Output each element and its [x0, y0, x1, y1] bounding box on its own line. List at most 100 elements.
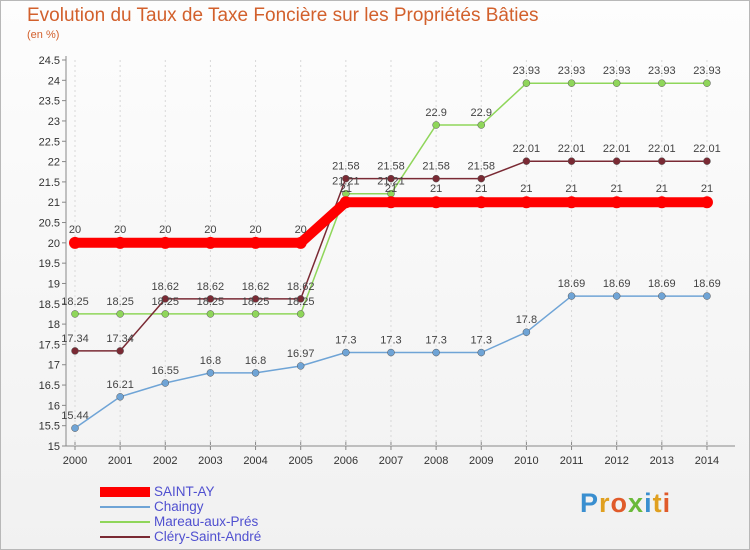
series-point-2 [612, 79, 621, 87]
y-tick-label: 15.5 [39, 421, 60, 433]
y-tick-label: 17 [48, 360, 60, 372]
x-tick-label: 2001 [108, 455, 132, 467]
series-point-1 [567, 292, 576, 300]
series-point-0 [565, 196, 578, 209]
series-point-0 [69, 236, 81, 249]
y-tick-label: 18 [48, 319, 60, 331]
y-tick-label: 15 [48, 441, 60, 453]
data-label-2: 18.25 [197, 296, 225, 308]
series-point-0 [430, 196, 443, 209]
y-tick-label: 19.5 [39, 258, 60, 270]
data-label-1: 17.3 [471, 335, 492, 347]
series-point-1 [116, 393, 124, 401]
data-label-0: 20 [204, 224, 216, 236]
y-tick-label: 23.5 [39, 96, 60, 108]
y-tick-label: 24.5 [39, 55, 60, 67]
data-label-0: 21 [430, 183, 442, 195]
data-label-1: 16.8 [245, 355, 266, 367]
x-tick-label: 2002 [153, 455, 177, 467]
logo-letter: t [652, 488, 663, 518]
data-label-2: 23.93 [603, 65, 631, 77]
series-point-1 [71, 424, 79, 432]
legend-label: Mareau-aux-Prés [154, 514, 259, 529]
data-label-3: 22.01 [603, 143, 631, 155]
data-label-2: 23.93 [513, 65, 541, 77]
y-tick-label: 19 [48, 278, 60, 290]
series-point-0 [700, 196, 713, 209]
data-label-2: 23.93 [693, 65, 721, 77]
proxiti-logo: Proxiti [580, 488, 671, 519]
data-label-3: 17.34 [61, 333, 89, 345]
series-point-0 [610, 196, 623, 209]
series-point-3 [612, 157, 621, 165]
data-label-2: 21.21 [332, 176, 360, 188]
data-label-2: 18.25 [106, 296, 134, 308]
y-tick-label: 18.5 [39, 299, 60, 311]
series-point-2 [296, 310, 305, 318]
series-point-1 [703, 292, 711, 300]
logo-letter: o [610, 488, 629, 518]
series-point-0 [204, 236, 217, 249]
series-point-0 [384, 196, 397, 209]
data-label-1: 15.44 [61, 410, 89, 422]
series-point-2 [703, 79, 711, 87]
series-point-1 [612, 292, 621, 300]
series-point-1 [251, 369, 260, 377]
data-label-3: 22.01 [558, 143, 586, 155]
series-point-2 [116, 310, 124, 318]
data-label-2: 23.93 [648, 65, 676, 77]
series-point-3 [658, 157, 666, 165]
data-label-1: 18.69 [558, 278, 586, 290]
data-label-0: 21 [565, 183, 577, 195]
series-point-3 [161, 295, 170, 303]
series-point-3 [342, 174, 350, 183]
series-point-2 [477, 121, 486, 129]
series-point-2 [522, 79, 531, 87]
series-point-0 [475, 196, 488, 209]
data-label-3: 17.34 [106, 333, 134, 345]
data-label-0: 20 [114, 224, 126, 236]
data-label-1: 18.69 [648, 278, 676, 290]
legend-swatch [100, 521, 150, 523]
series-point-0 [249, 236, 262, 249]
data-label-3: 18.62 [197, 281, 225, 293]
series-point-2 [567, 79, 576, 87]
data-label-1: 17.3 [425, 335, 446, 347]
x-tick-label: 2004 [243, 455, 267, 467]
y-tick-label: 20.5 [39, 218, 60, 230]
data-label-0: 21 [385, 183, 397, 195]
x-tick-label: 2012 [604, 455, 628, 467]
data-label-2: 18.25 [61, 296, 89, 308]
data-label-1: 17.8 [516, 314, 537, 326]
data-label-2: 21.21 [377, 176, 405, 188]
y-tick-label: 23 [48, 116, 60, 128]
data-label-1: 17.3 [380, 335, 401, 347]
series-point-3 [296, 295, 305, 303]
logo-letter: i [662, 488, 672, 518]
data-label-1: 17.3 [335, 335, 356, 347]
data-label-0: 21 [701, 183, 713, 195]
series-point-3 [432, 174, 440, 183]
data-label-3: 21.58 [332, 161, 360, 173]
data-label-1: 16.21 [106, 379, 134, 391]
y-tick-label: 21 [48, 197, 60, 209]
data-label-1: 16.97 [287, 348, 315, 360]
series-point-3 [522, 157, 531, 165]
series-point-1 [161, 379, 170, 387]
x-tick-label: 2005 [288, 455, 312, 467]
y-tick-label: 16 [48, 400, 60, 412]
data-label-1: 16.8 [200, 355, 221, 367]
y-tick-label: 24 [48, 75, 60, 87]
data-label-2: 22.9 [471, 107, 492, 119]
series-point-2 [251, 310, 260, 318]
x-tick-label: 2010 [514, 455, 538, 467]
x-tick-label: 2014 [695, 455, 719, 467]
legend-label: Cléry-Saint-André [154, 529, 262, 544]
series-point-1 [432, 348, 440, 357]
logo-letter: i [644, 488, 653, 518]
series-point-3 [703, 157, 711, 165]
series-point-1 [387, 348, 395, 357]
series-point-1 [342, 348, 350, 357]
